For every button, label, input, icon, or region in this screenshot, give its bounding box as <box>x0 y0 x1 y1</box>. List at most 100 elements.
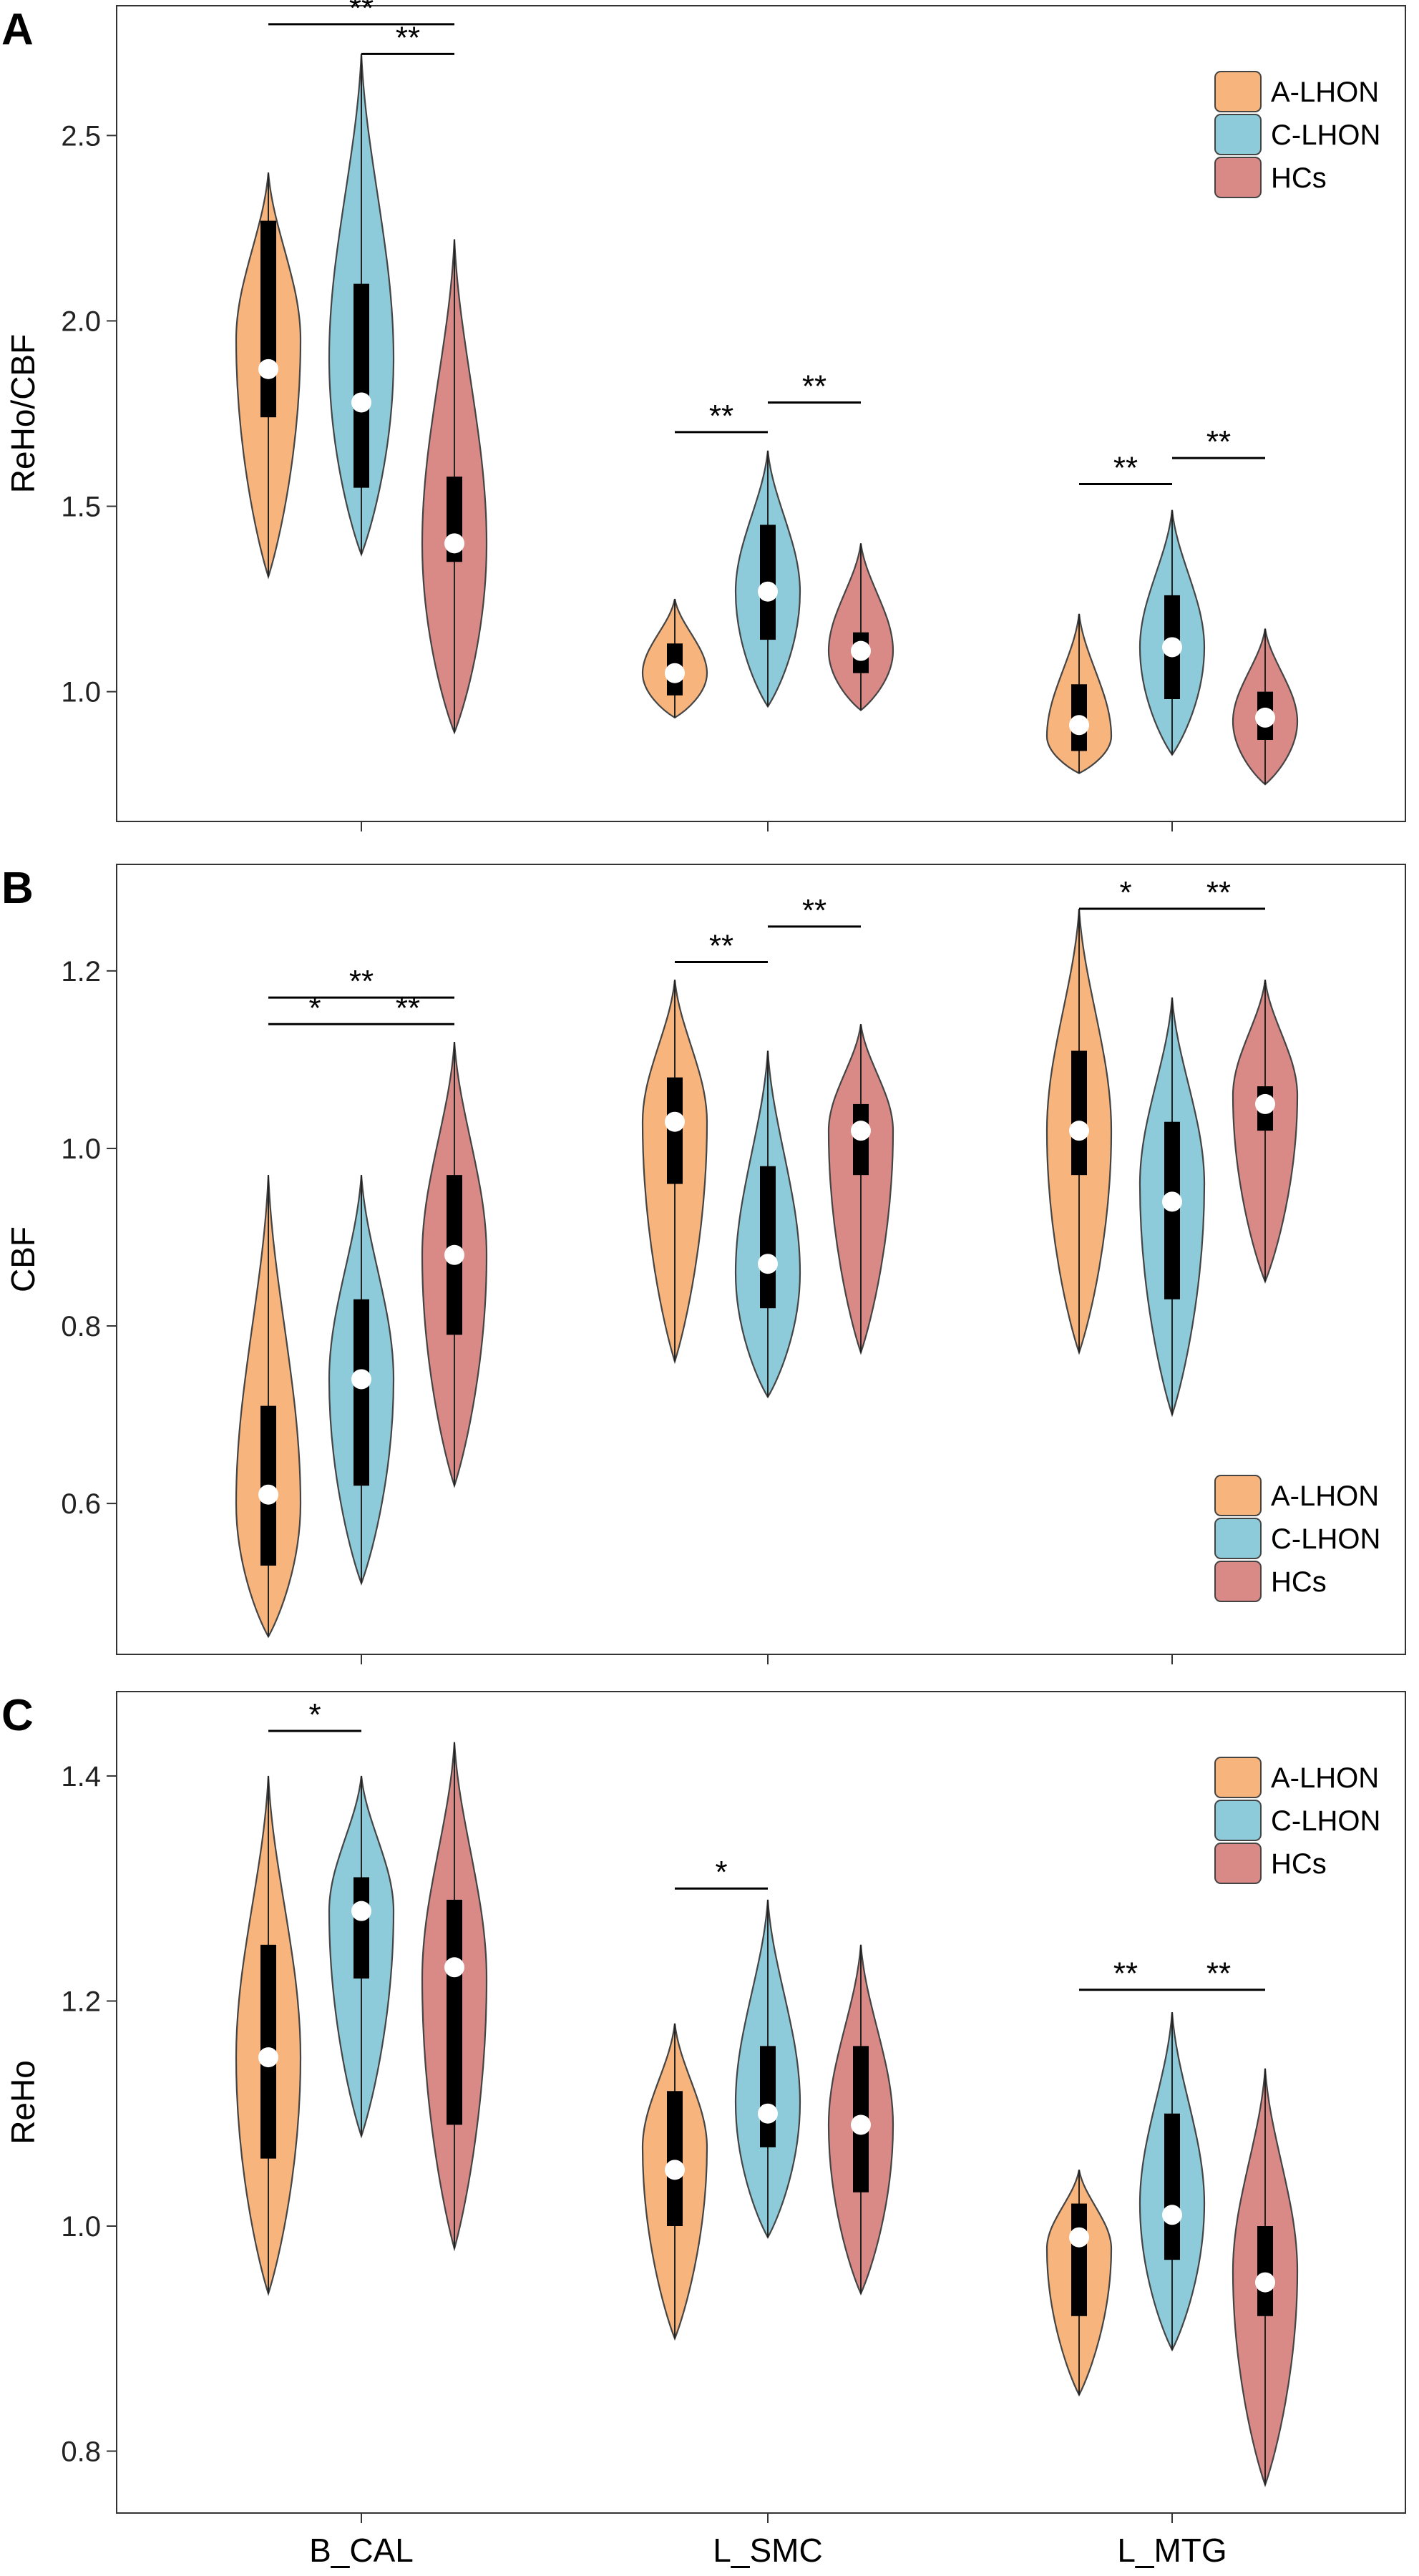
violin-iqr-box <box>1071 1050 1087 1176</box>
panel-a: A ReHo/CBF 1.0 1.5 2.0 2.5 ** ** ** ** ** ** A-LHON C… <box>1 0 1406 831</box>
legend-swatch <box>1214 71 1262 112</box>
legend-swatch <box>1214 1757 1262 1798</box>
violin-iqr-box <box>1257 2225 1273 2316</box>
violin-median-dot <box>258 2047 278 2068</box>
legend-label: C-LHON <box>1271 1805 1380 1837</box>
significance-label: ** <box>709 928 733 963</box>
legend-label: HCs <box>1271 1566 1327 1598</box>
x-category-label: L_MTG <box>1117 2532 1227 2569</box>
violin-median-dot <box>1162 2205 1182 2225</box>
violin-median-dot <box>1255 707 1275 728</box>
plot-frame <box>116 1691 1406 2514</box>
violin-median-dot <box>851 1121 871 1141</box>
violin-iqr-box <box>353 1299 369 1486</box>
significance-label: * <box>715 1855 727 1890</box>
significance-label: * <box>308 1697 321 1732</box>
violin-median-dot <box>258 358 278 379</box>
violin-median-dot <box>351 1369 371 1390</box>
violin-iqr-box <box>760 1166 776 1309</box>
panel-letter: B <box>1 864 34 913</box>
y-tick-label: 0.8 <box>61 2436 101 2468</box>
violin-median-dot <box>665 2160 685 2180</box>
y-tick-label: 0.6 <box>61 1488 101 1520</box>
y-axis-title: ReHo/CBF <box>4 334 42 493</box>
significance-label: ** <box>1113 450 1138 485</box>
violin-iqr-box <box>667 2091 683 2226</box>
y-tick-label: 0.8 <box>61 1311 101 1342</box>
violin-median-dot <box>758 1254 778 1274</box>
violin-median-dot <box>665 1111 685 1132</box>
violin-iqr-box <box>447 1899 462 2125</box>
violin-median-dot <box>1162 1191 1182 1212</box>
significance-label: ** <box>709 399 733 434</box>
legend-swatch <box>1214 1561 1262 1602</box>
legend-swatch <box>1214 1475 1262 1516</box>
significance-label: ** <box>349 964 374 999</box>
violin-median-dot <box>1069 715 1089 736</box>
violin-median-dot <box>1069 2227 1089 2248</box>
violin-median-dot <box>444 1957 464 1978</box>
y-tick-label: 1.0 <box>61 1133 101 1165</box>
significance-label: ** <box>1206 875 1231 910</box>
y-tick-label: 2.5 <box>61 120 101 152</box>
violin-median-dot <box>444 533 464 554</box>
y-tick-label: 1.5 <box>61 492 101 523</box>
y-tick-label: 1.0 <box>61 2211 101 2243</box>
significance-label: ** <box>802 893 826 928</box>
significance-label: ** <box>1206 424 1231 459</box>
legend-label: HCs <box>1271 162 1327 194</box>
y-tick-label: 1.0 <box>61 677 101 708</box>
significance-label: ** <box>1113 1956 1138 1991</box>
violin-median-dot <box>1162 637 1182 658</box>
x-category-label: B_CAL <box>309 2532 414 2569</box>
violin-median-dot <box>665 663 685 683</box>
panel-letter: C <box>1 1691 34 1740</box>
y-axis-title: CBF <box>4 1226 42 1292</box>
legend-swatch <box>1214 157 1262 198</box>
violin-median-dot <box>758 581 778 602</box>
legend: A-LHON C-LHON HCs <box>1214 1475 1380 1602</box>
violin-median-dot <box>351 392 371 413</box>
violin-iqr-box <box>260 220 276 418</box>
plot-frame <box>116 864 1406 1655</box>
significance-label: * <box>1119 875 1131 910</box>
legend-swatch <box>1214 1843 1262 1884</box>
violin-iqr-box <box>1071 2203 1087 2316</box>
y-axis-title: ReHo <box>4 2060 42 2145</box>
legend-label: HCs <box>1271 1848 1327 1880</box>
y-tick-label: 2.0 <box>61 306 101 337</box>
legend-swatch <box>1214 1800 1262 1841</box>
significance-label: ** <box>1206 1956 1231 1991</box>
legend-label: C-LHON <box>1271 1523 1380 1555</box>
legend-label: A-LHON <box>1271 77 1379 108</box>
violin-median-dot <box>851 2114 871 2135</box>
legend: A-LHON C-LHON HCs <box>1214 1757 1380 1884</box>
legend-label: C-LHON <box>1271 119 1380 151</box>
violin-iqr-box <box>1164 2113 1180 2260</box>
significance-label: ** <box>802 369 826 404</box>
legend: A-LHON C-LHON HCs <box>1214 71 1380 198</box>
legend-label: A-LHON <box>1271 1480 1379 1512</box>
violin-median-dot <box>758 2103 778 2124</box>
violin-median-dot <box>444 1244 464 1265</box>
violin-median-dot <box>351 1901 371 1921</box>
violin-median-dot <box>258 1484 278 1505</box>
significance-label: ** <box>396 20 420 55</box>
significance-label: ** <box>349 0 374 26</box>
legend-swatch <box>1214 1518 1262 1559</box>
legend-label: A-LHON <box>1271 1762 1379 1794</box>
violin-median-dot <box>1069 1121 1089 1141</box>
panel-letter: A <box>1 5 34 54</box>
x-category-label: L_SMC <box>713 2532 822 2569</box>
y-tick-label: 1.2 <box>61 956 101 987</box>
violin-iqr-box <box>760 2046 776 2147</box>
y-tick-label: 1.4 <box>61 1761 101 1792</box>
significance-label: * <box>308 990 321 1025</box>
violin-median-dot <box>851 640 871 661</box>
violin-iqr-box <box>353 1877 369 1979</box>
